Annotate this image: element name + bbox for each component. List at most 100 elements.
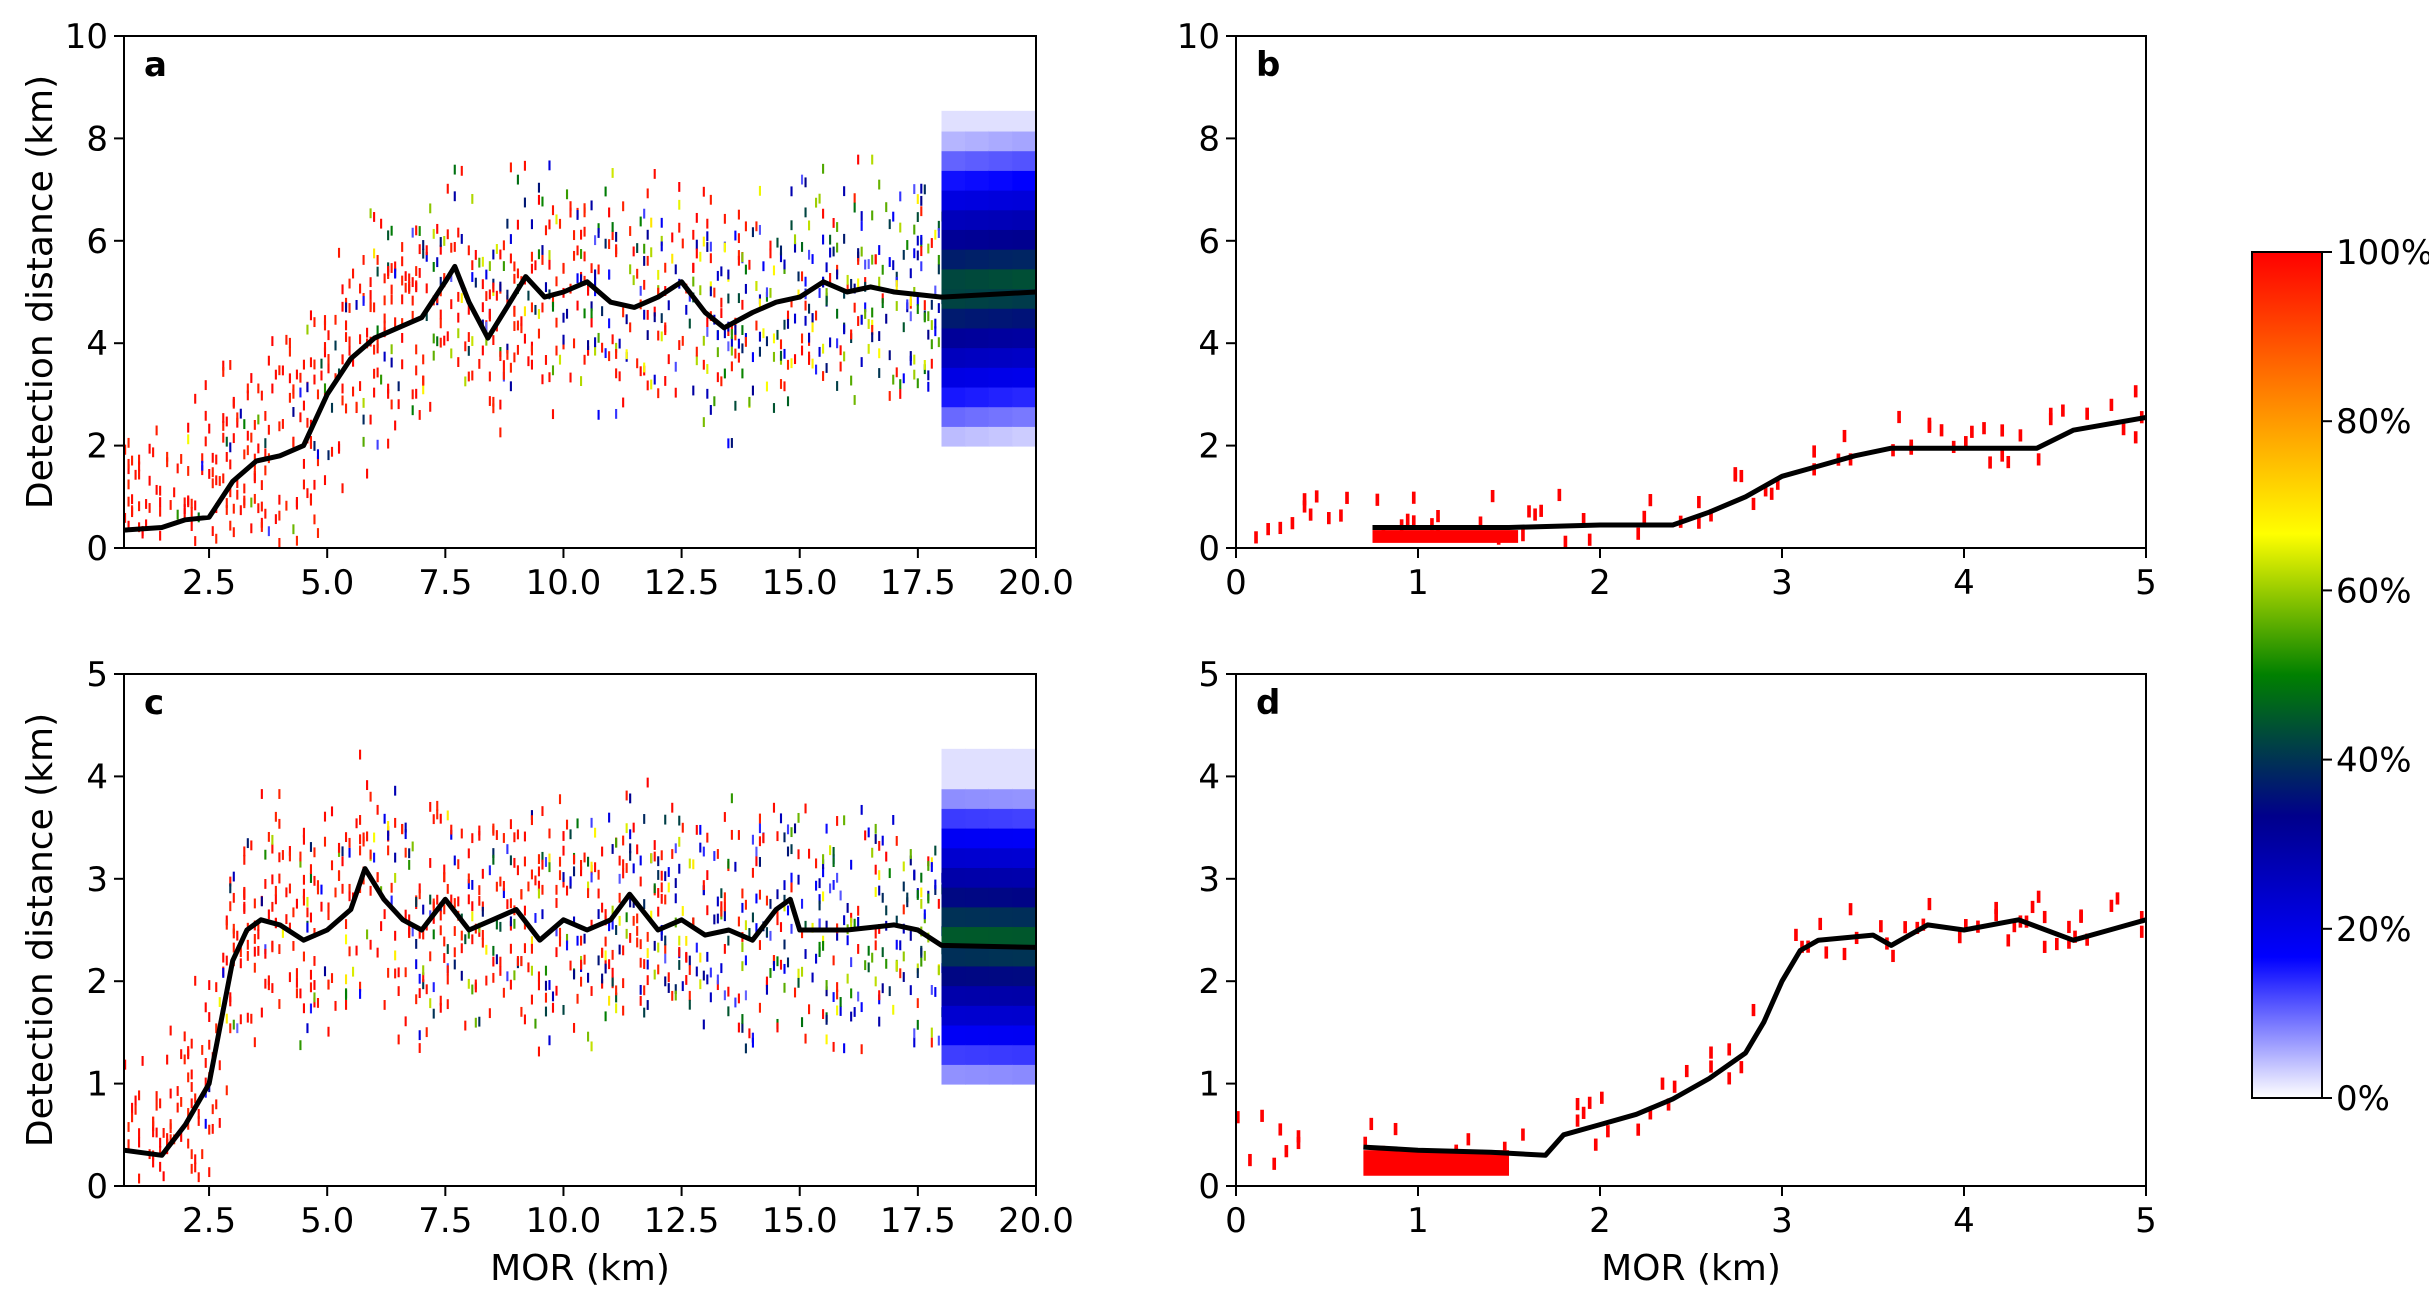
heatmap-cell (965, 307, 990, 329)
heatmap-cell (131, 507, 134, 518)
heatmap-cell (439, 995, 442, 1006)
heatmap-cell (471, 934, 474, 945)
heatmap-cell (829, 234, 832, 245)
heatmap-cell (383, 1000, 386, 1010)
heatmap-cell (793, 313, 797, 324)
heatmap-cell (965, 347, 990, 368)
heatmap-cell (341, 395, 344, 406)
heatmap-cell (169, 1088, 172, 1099)
heatmap-cell (744, 920, 747, 931)
heatmap-cell (829, 273, 832, 283)
heatmap-cell (716, 270, 719, 281)
heatmap-cell (941, 748, 967, 770)
heatmap-cell (246, 445, 249, 456)
heatmap-cell (2042, 940, 2047, 953)
heatmap-cell (1363, 1136, 1368, 1149)
heatmap-cell (267, 424, 270, 435)
heatmap-cell (702, 335, 705, 346)
heatmap-cell (509, 362, 512, 373)
heatmap-cell (892, 211, 895, 222)
heatmap-cell (608, 812, 611, 823)
heatmap-cell (422, 248, 425, 259)
heatmap-cell (499, 876, 502, 887)
heatmap-cell (523, 333, 526, 344)
heatmap-cell (548, 862, 551, 873)
heatmap-cell (306, 1023, 309, 1034)
heatmap-cell (401, 359, 404, 370)
heatmap-cell (387, 230, 390, 241)
heatmap-cell (530, 943, 533, 954)
heatmap-cell (660, 331, 663, 342)
heatmap-cell (485, 291, 488, 301)
heatmap-cell (352, 386, 355, 397)
heatmap-cell (499, 399, 502, 410)
heatmap-cell (587, 881, 590, 892)
heatmap-cell (215, 982, 218, 993)
heatmap-cell (878, 1016, 881, 1027)
heatmap-cell (878, 840, 881, 851)
heatmap-cell (166, 451, 169, 462)
heatmap-cell (523, 943, 526, 954)
heatmap-cell (313, 479, 316, 490)
heatmap-cell (271, 843, 274, 854)
heatmap-cell (751, 834, 754, 845)
heatmap-cell (145, 499, 148, 509)
heatmap-cell (124, 444, 127, 455)
heatmap-cell (285, 914, 288, 925)
heatmap-cell (713, 851, 716, 861)
heatmap-cell (881, 264, 884, 275)
heatmap-cell (751, 912, 754, 923)
heatmap-cell (923, 300, 926, 311)
heatmap-cell (727, 293, 730, 304)
y-tick-label: 8 (1198, 119, 1220, 159)
heatmap-cell (674, 387, 677, 398)
heatmap-cell (597, 955, 600, 966)
heatmap-cell (615, 985, 618, 996)
heatmap-cell (397, 986, 400, 997)
heatmap-cell (804, 1033, 807, 1044)
panel-a-heatmap (124, 110, 1036, 548)
heatmap-cell (432, 228, 435, 239)
heatmap-cell (727, 986, 730, 997)
heatmap-cell (846, 935, 849, 946)
heatmap-cell (853, 1007, 856, 1017)
heatmap-cell (702, 1019, 705, 1030)
heatmap-cell (601, 902, 604, 913)
heatmap-cell (218, 997, 221, 1007)
heatmap-cell (604, 909, 607, 919)
heatmap-cell (299, 412, 302, 423)
heatmap-cell (222, 952, 225, 963)
heatmap-cell (601, 306, 604, 317)
heatmap-cell (825, 1034, 828, 1045)
heatmap-cell (246, 390, 249, 401)
heatmap-cell (702, 359, 705, 370)
heatmap-cell (597, 264, 600, 275)
heatmap-cell (934, 987, 937, 997)
heatmap-cell (173, 487, 176, 498)
heatmap-cell (643, 256, 646, 266)
heatmap-cell (478, 1016, 481, 1027)
heatmap-cell (846, 283, 849, 294)
x-tick-label: 10.0 (526, 1201, 602, 1241)
heatmap-cell (611, 334, 614, 345)
heatmap-cell (755, 856, 758, 867)
heatmap-cell (530, 965, 533, 976)
heatmap-cell (741, 888, 744, 899)
heatmap-cell (348, 336, 351, 347)
heatmap-cell (660, 235, 663, 246)
heatmap-cell (471, 260, 474, 271)
heatmap-cell (2048, 412, 2053, 426)
heatmap-cell (786, 905, 790, 916)
heatmap-cell (632, 863, 635, 874)
heatmap-cell (646, 931, 649, 942)
heatmap-cell (362, 296, 365, 306)
heatmap-cell (418, 1030, 421, 1041)
heatmap-cell (832, 857, 835, 868)
heatmap-cell (783, 348, 786, 359)
heatmap-cell (418, 988, 421, 999)
heatmap-cell (281, 365, 284, 376)
heatmap-cell (309, 982, 313, 993)
heatmap-cell (615, 925, 618, 935)
heatmap-cell (744, 990, 747, 1001)
heatmap-cell (913, 369, 916, 380)
